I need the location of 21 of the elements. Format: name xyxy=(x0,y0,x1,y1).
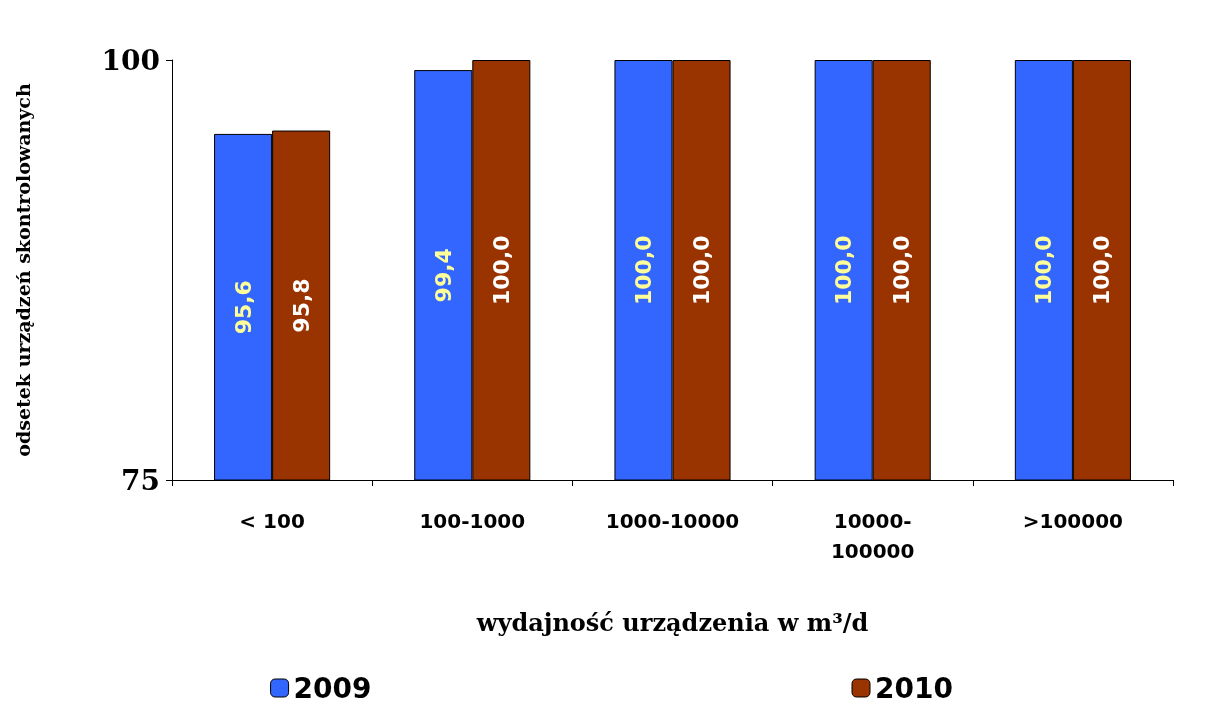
data-label: 99,4 xyxy=(430,248,456,303)
data-label: 95,8 xyxy=(288,278,314,333)
data-label: 100,0 xyxy=(1031,235,1057,306)
data-label: 100,0 xyxy=(1089,235,1115,306)
x-tick-label: 10000-100000 xyxy=(830,509,915,563)
x-tick-label: 1000-10000 xyxy=(605,509,740,533)
data-label: 95,6 xyxy=(230,280,256,335)
x-tick-label: < 100 xyxy=(239,509,305,533)
x-tick-label: >100000 xyxy=(1022,509,1124,533)
data-label: 100,0 xyxy=(889,235,915,306)
data-label: 100,0 xyxy=(831,235,857,306)
data-label: 100,0 xyxy=(630,235,656,306)
x-axis-title: wydajność urządzenia w m³/d xyxy=(475,607,869,637)
legend-label: 2009 xyxy=(293,671,372,705)
y-tick-label: 100 xyxy=(101,43,160,77)
y-tick-label: 75 xyxy=(121,463,160,497)
legend-label: 2010 xyxy=(875,671,953,705)
data-label: 100,0 xyxy=(689,235,715,306)
y-axis-title: odsetek urządzeń skontrolowanych xyxy=(11,83,34,457)
data-label: 100,0 xyxy=(488,235,514,306)
x-tick-label: 100-1000 xyxy=(419,509,526,533)
